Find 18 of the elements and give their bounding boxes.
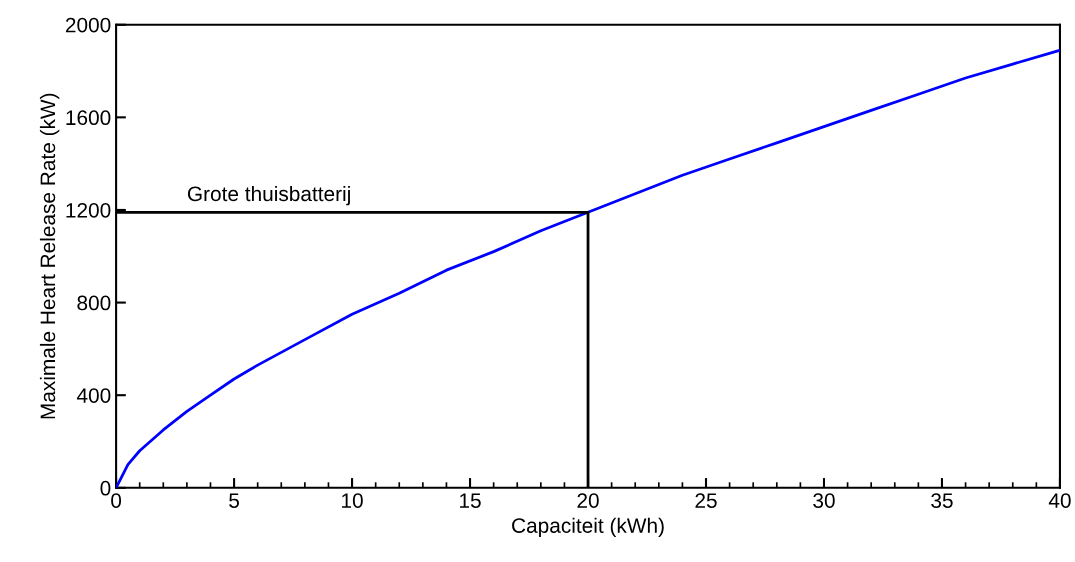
x-tick-label: 30 — [813, 493, 835, 508]
y-axis-title: Maximale Heart Release Rate (kW) — [39, 93, 60, 419]
y-tick-label: 2000 — [65, 17, 111, 33]
annotation: Grote thuisbatterij — [187, 185, 350, 206]
y-tick-label: 1200 — [66, 202, 111, 218]
x-tick-label: 40 — [1048, 493, 1071, 508]
x-tick-label: 20 — [577, 493, 599, 508]
x-tick-label: 25 — [695, 493, 717, 508]
y-tick-label: 800 — [77, 295, 111, 311]
x-tick-label: 10 — [342, 493, 363, 508]
x-tick-label: 5 — [229, 493, 239, 508]
x-tick-label: 15 — [460, 493, 481, 508]
y-tick-label: 1600 — [66, 110, 111, 126]
x-tick-label: 0 — [111, 493, 122, 508]
y-tick-label: 0 — [100, 480, 111, 496]
x-tick-label: 35 — [931, 493, 953, 508]
y-tick-label: 400 — [76, 388, 111, 403]
x-axis-title: Capaciteit (kWh) — [512, 517, 664, 538]
